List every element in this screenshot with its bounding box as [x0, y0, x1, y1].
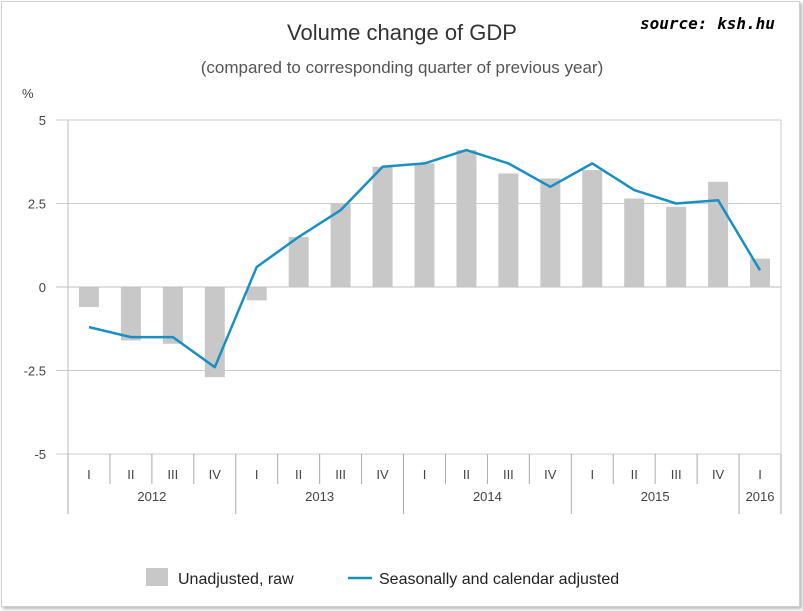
x-tick-quarter: I	[758, 467, 762, 482]
y-tick-label: 0	[39, 280, 46, 295]
legend-label-unadjusted: Unadjusted, raw	[178, 571, 294, 588]
bar-unadjusted	[750, 258, 771, 287]
x-tick-quarter: I	[590, 467, 594, 482]
x-tick-quarter: II	[463, 467, 470, 482]
bar-unadjusted	[78, 287, 99, 308]
x-tick-quarter: I	[87, 467, 91, 482]
bar-unadjusted	[246, 287, 267, 301]
legend-swatch-unadjusted	[146, 568, 168, 586]
x-tick-quarter: III	[503, 467, 514, 482]
x-tick-quarter: IV	[544, 467, 557, 482]
bar-unadjusted	[582, 170, 603, 287]
y-tick-label: 5	[39, 113, 46, 128]
x-tick-quarter: III	[167, 467, 178, 482]
line-seasonally-adjusted	[88, 148, 762, 369]
x-tick-year: 2012	[137, 489, 166, 504]
bar-unadjusted	[624, 198, 645, 287]
x-tick-quarter: II	[295, 467, 302, 482]
chart-title: Volume change of GDP	[287, 20, 517, 45]
bar-unadjusted	[456, 150, 477, 287]
x-tick-quarter: III	[671, 467, 682, 482]
y-tick-labels: 5 2.5 0 -2.5 -5	[24, 113, 46, 462]
bar-unadjusted	[414, 163, 435, 287]
x-tick-quarter: II	[631, 467, 638, 482]
x-tick-year: 2016	[746, 489, 775, 504]
bar-unadjusted	[288, 236, 309, 287]
x-tick-year: 2014	[473, 489, 502, 504]
x-tick-year: 2013	[305, 489, 334, 504]
bar-unadjusted	[498, 173, 519, 287]
legend-label-adjusted: Seasonally and calendar adjusted	[379, 571, 619, 588]
bar-unadjusted	[330, 203, 351, 287]
y-tick-label: -2.5	[24, 364, 46, 379]
bar-unadjusted	[666, 206, 687, 287]
bar-unadjusted	[708, 181, 729, 287]
x-tick-quarter: III	[335, 467, 346, 482]
x-tick-quarter: II	[127, 467, 134, 482]
source-note: source: ksh.hu	[640, 14, 775, 33]
x-tick-year: 2015	[641, 489, 670, 504]
y-tick-label: -5	[34, 447, 46, 462]
x-tick-quarter: I	[255, 467, 259, 482]
bar-unadjusted	[162, 287, 183, 344]
x-tick-quarter: I	[423, 467, 427, 482]
legend: Unadjusted, raw Seasonally and calendar …	[146, 568, 619, 588]
bar-unadjusted	[540, 178, 561, 287]
x-tick-quarter: IV	[376, 467, 389, 482]
bar-series	[56, 150, 781, 378]
x-tick-quarter: IV	[209, 467, 222, 482]
y-tick-label: 2.5	[28, 197, 46, 212]
x-tick-quarter: IV	[712, 467, 725, 482]
bar-unadjusted	[120, 287, 141, 341]
bar-unadjusted	[372, 166, 393, 287]
chart-subtitle: (compared to corresponding quarter of pr…	[201, 58, 604, 77]
line-series	[88, 148, 762, 369]
y-axis-unit: %	[22, 86, 34, 101]
